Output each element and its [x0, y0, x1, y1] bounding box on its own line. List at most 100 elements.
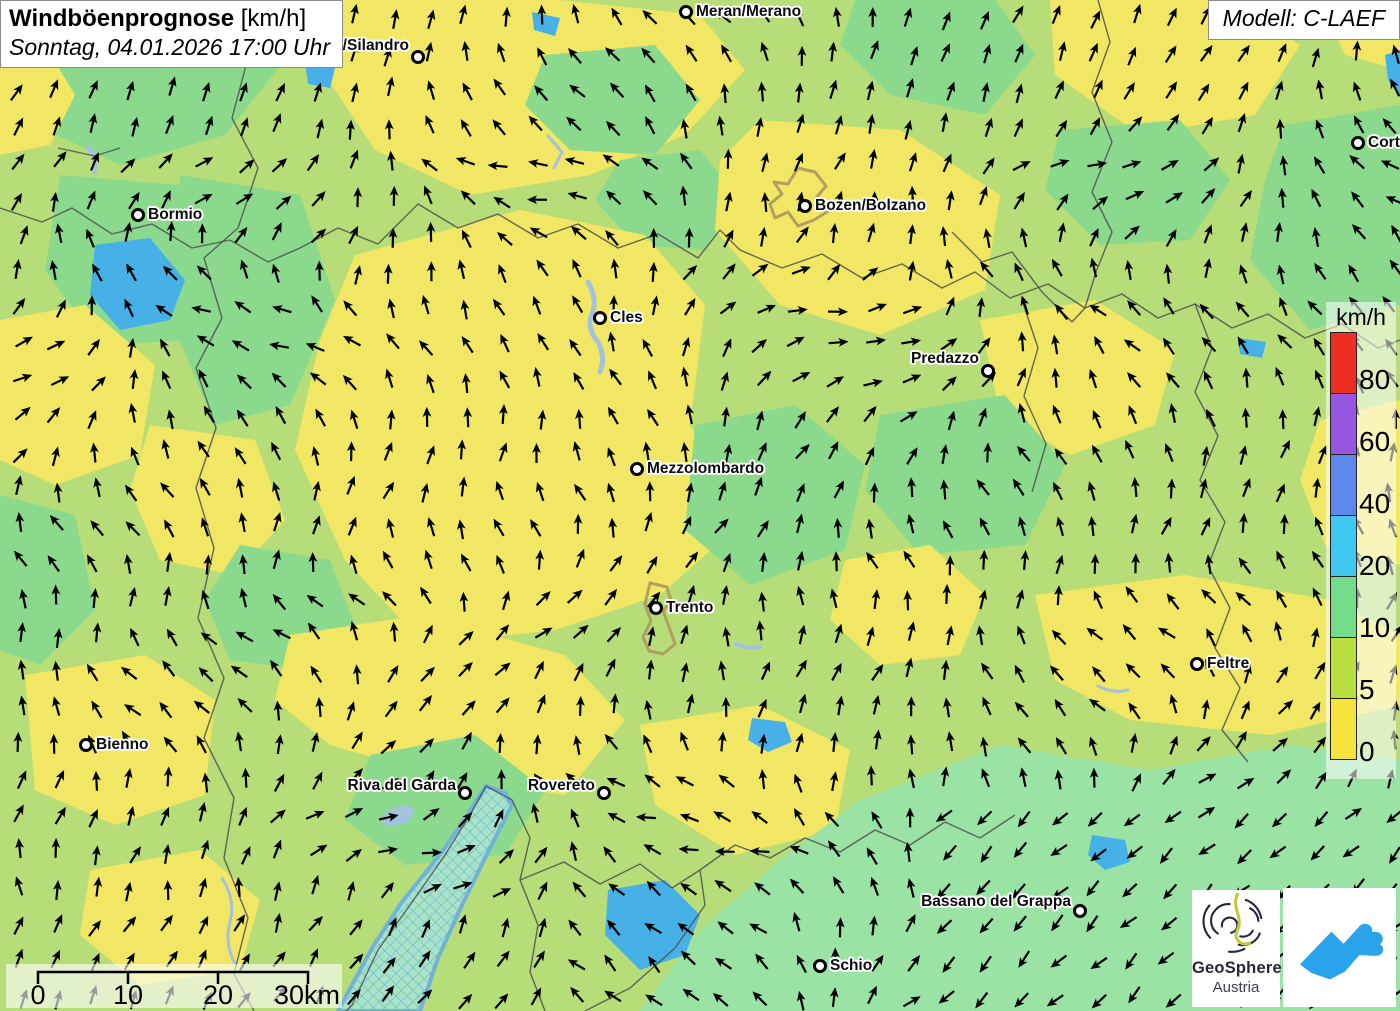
wind-arrow	[721, 406, 730, 427]
wind-arrow	[756, 620, 765, 641]
wind-arrow	[899, 411, 918, 423]
wind-arrow	[602, 154, 620, 167]
geosphere-country: Austria	[1212, 979, 1260, 996]
wind-arrow	[975, 991, 989, 1009]
wind-arrow	[829, 987, 839, 1008]
wind-arrow	[1051, 334, 1060, 355]
legend-color-swatch	[1330, 332, 1357, 394]
wind-arrow	[312, 515, 321, 535]
wind-arrow	[568, 48, 582, 64]
wind-arrow	[384, 700, 398, 718]
wind-arrow	[1122, 882, 1138, 898]
wind-arrow	[1049, 665, 1064, 682]
wind-arrow	[49, 733, 59, 754]
wind-arrow	[684, 227, 694, 248]
wind-arrow	[863, 405, 877, 423]
wind-arrow	[385, 76, 395, 97]
wind-arrow	[1016, 367, 1026, 387]
wind-arrow	[754, 476, 763, 496]
legend-color-swatch	[1330, 637, 1357, 699]
wind-arrow	[647, 408, 659, 427]
partner-logo-icon	[1299, 923, 1383, 979]
wind-arrow	[53, 482, 63, 503]
wind-arrow	[124, 298, 135, 318]
wind-arrow	[1238, 445, 1248, 465]
wind-arrow	[603, 846, 617, 863]
wind-arrow	[1238, 557, 1252, 575]
scalebar-label: 30km	[274, 980, 340, 1008]
wind-arrow	[572, 441, 582, 461]
wind-arrow	[1277, 334, 1293, 349]
wind-arrow	[760, 152, 770, 172]
wind-arrow	[794, 82, 804, 103]
wind-arrow	[1206, 628, 1217, 647]
wind-arrow	[1205, 408, 1216, 428]
wind-arrow	[417, 989, 433, 1005]
wind-arrow	[648, 261, 658, 282]
wind-arrow	[271, 441, 282, 461]
wind-arrow	[92, 263, 103, 282]
wind-arrow	[310, 844, 328, 857]
wind-arrow	[239, 82, 248, 102]
wind-arrow	[1165, 192, 1183, 204]
wind-arrow	[382, 591, 397, 607]
city-label: Bassano del Grappa	[921, 893, 1071, 910]
wind-arrow	[1389, 846, 1400, 864]
wind-arrow	[1164, 552, 1174, 573]
wind-arrow	[757, 81, 767, 102]
wind-arrow	[1163, 883, 1178, 900]
wind-arrow	[902, 305, 923, 315]
wind-arrow	[1242, 624, 1253, 643]
wind-arrow	[866, 551, 879, 569]
wind-arrow	[455, 157, 476, 166]
legend-color-swatch	[1330, 576, 1357, 638]
wind-arrow	[310, 874, 320, 895]
wind-arrow	[494, 662, 511, 677]
wind-arrow	[155, 304, 173, 317]
wind-arrow	[864, 446, 875, 466]
wind-arrow	[537, 333, 550, 351]
wind-arrow	[456, 519, 466, 540]
wind-arrow	[1314, 262, 1327, 280]
wind-arrow	[1092, 666, 1106, 683]
wind-arrow	[457, 259, 467, 280]
wind-arrow	[460, 119, 472, 137]
wind-arrow	[200, 839, 210, 860]
wind-arrow	[793, 808, 806, 826]
wind-arrow	[1201, 337, 1217, 353]
wind-arrow	[1276, 550, 1286, 570]
wind-arrow	[1056, 193, 1069, 211]
wind-arrow	[1311, 550, 1325, 568]
wind-arrow	[983, 228, 992, 249]
wind-arrow	[607, 919, 621, 936]
model-label: Modell: C-LAEF	[1207, 0, 1400, 40]
wind-arrow	[792, 371, 811, 383]
wind-arrow	[308, 552, 318, 573]
wind-arrow	[757, 5, 771, 23]
wind-arrow	[236, 409, 249, 427]
wind-arrow	[940, 112, 949, 133]
wind-arrow	[1090, 553, 1100, 574]
wind-arrow	[11, 153, 25, 171]
wind-arrow	[829, 223, 839, 244]
wind-arrow	[380, 882, 394, 899]
wind-arrow	[610, 693, 619, 714]
wind-arrow	[1201, 445, 1210, 466]
wind-arrow	[529, 227, 548, 239]
wind-arrow	[756, 520, 769, 538]
wind-arrow	[305, 343, 325, 352]
wind-arrow	[830, 947, 840, 968]
geosphere-logo-icon	[1202, 892, 1263, 953]
wind-arrow	[976, 879, 991, 896]
wind-arrow	[1014, 262, 1024, 282]
wind-arrow	[866, 626, 875, 646]
wind-arrow	[499, 370, 511, 389]
wind-arrow	[1131, 773, 1142, 792]
wind-arrow	[906, 696, 916, 717]
wind-arrow	[387, 665, 399, 683]
wind-arrow	[681, 515, 692, 535]
wind-arrow	[353, 187, 363, 208]
wind-arrow	[12, 298, 26, 315]
wind-arrow	[53, 914, 63, 933]
wind-arrow	[1017, 737, 1032, 754]
